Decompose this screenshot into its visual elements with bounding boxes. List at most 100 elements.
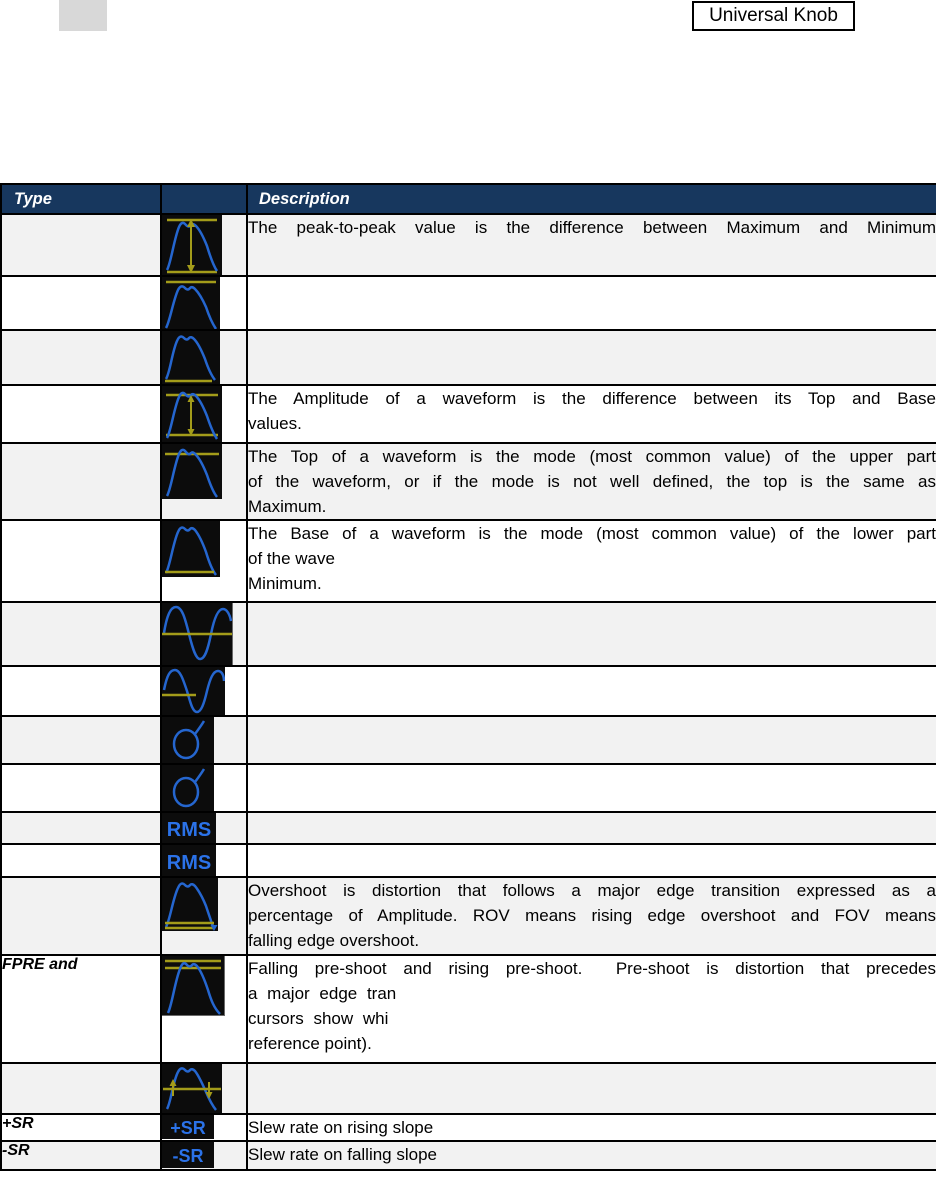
type-cell bbox=[0, 275, 162, 331]
cycle-stdev-sigma-icon bbox=[163, 766, 214, 810]
table-row: The Base of a waveform is the mode (most… bbox=[0, 519, 936, 603]
description-cell bbox=[246, 329, 936, 386]
description-cell: The Base of a waveform is the mode (most… bbox=[246, 519, 936, 603]
table-row: Overshoot is distortion that follows a m… bbox=[0, 876, 936, 956]
svg-text:RMS: RMS bbox=[167, 819, 211, 841]
description-cell bbox=[246, 811, 936, 845]
type-cell: +SR bbox=[0, 1113, 162, 1142]
icon-cell: -SR bbox=[160, 1140, 248, 1171]
description-cell: The Top of a waveform is the mode (most … bbox=[246, 442, 936, 521]
type-cell bbox=[0, 519, 162, 603]
description-cell: Slew rate on falling slope bbox=[246, 1140, 936, 1171]
table-row: FPRE and Falling pre-shoot and rising pr… bbox=[0, 954, 936, 1064]
table-row: RMS bbox=[0, 843, 936, 878]
icon-cell bbox=[160, 275, 248, 331]
universal-knob-label: Universal Knob bbox=[692, 1, 855, 31]
minimum-icon bbox=[163, 332, 220, 383]
base-icon bbox=[163, 522, 220, 577]
plus-slew-rate-icon: +SR bbox=[163, 1116, 214, 1139]
type-cell bbox=[0, 329, 162, 386]
icon-header bbox=[160, 183, 248, 215]
description-cell: The peak-to-peak value is the difference… bbox=[246, 213, 936, 277]
type-cell bbox=[0, 384, 162, 444]
description-cell bbox=[246, 601, 936, 667]
description-cell: Falling pre-shoot and rising pre-shoot. … bbox=[246, 954, 936, 1064]
table-row: The Top of a waveform is the mode (most … bbox=[0, 442, 936, 521]
description-cell bbox=[246, 1062, 936, 1115]
universal-knob-text: Universal Knob bbox=[709, 5, 838, 26]
type-label: +SR bbox=[2, 1115, 34, 1132]
top-icon bbox=[163, 445, 222, 499]
icon-cell bbox=[160, 1062, 248, 1115]
type-cell bbox=[0, 1062, 162, 1115]
cycle-rms-icon: RMS bbox=[163, 846, 216, 875]
icon-cell bbox=[160, 665, 248, 717]
table-row: The peak-to-peak value is the difference… bbox=[0, 213, 936, 277]
type-label: -SR bbox=[2, 1142, 30, 1159]
description-cell bbox=[246, 275, 936, 331]
gray-partial-block bbox=[59, 0, 107, 31]
svg-text:RMS: RMS bbox=[167, 852, 211, 874]
icon-cell bbox=[160, 763, 248, 813]
type-cell: FPRE and bbox=[0, 954, 162, 1064]
type-cell bbox=[0, 213, 162, 277]
description-cell bbox=[246, 843, 936, 878]
icon-cell bbox=[160, 519, 248, 603]
icon-cell bbox=[160, 876, 248, 956]
type-cell bbox=[0, 665, 162, 717]
type-cell bbox=[0, 843, 162, 878]
svg-text:+SR: +SR bbox=[170, 1118, 206, 1138]
preshoot-icon bbox=[163, 957, 225, 1016]
mean-icon bbox=[163, 604, 233, 664]
icon-cell bbox=[160, 213, 248, 277]
description-cell: Slew rate on rising slope bbox=[246, 1113, 936, 1142]
description-cell bbox=[246, 665, 936, 717]
icon-cell: RMS bbox=[160, 843, 248, 878]
description-cell bbox=[246, 715, 936, 765]
description-cell: The Amplitude of a waveform is the diffe… bbox=[246, 384, 936, 444]
overshoot-icon bbox=[163, 879, 218, 931]
table-row bbox=[0, 763, 936, 813]
description-cell: Overshoot is distortion that follows a m… bbox=[246, 876, 936, 956]
svg-text:-SR: -SR bbox=[173, 1146, 204, 1166]
type-cell bbox=[0, 601, 162, 667]
description-cell bbox=[246, 763, 936, 813]
table-row: -SR -SR Slew rate on falling slope bbox=[0, 1140, 936, 1171]
peak-to-peak-icon bbox=[163, 216, 222, 274]
table-row bbox=[0, 715, 936, 765]
table-row bbox=[0, 275, 936, 331]
type-header: Type bbox=[0, 183, 162, 215]
minus-slew-rate-icon: -SR bbox=[163, 1143, 214, 1168]
table-row bbox=[0, 1062, 936, 1115]
icon-cell bbox=[160, 954, 248, 1064]
level-crossing-icon bbox=[163, 1065, 222, 1112]
maximum-icon bbox=[163, 278, 220, 328]
icon-cell bbox=[160, 442, 248, 521]
icon-cell: +SR bbox=[160, 1113, 248, 1142]
type-cell bbox=[0, 763, 162, 813]
type-cell bbox=[0, 876, 162, 956]
cycle-mean-icon bbox=[163, 668, 225, 714]
table-row: The Amplitude of a waveform is the diffe… bbox=[0, 384, 936, 444]
rms-icon: RMS bbox=[163, 814, 216, 842]
table-row: +SR +SR Slew rate on rising slope bbox=[0, 1113, 936, 1142]
table-row bbox=[0, 601, 936, 667]
table-row bbox=[0, 665, 936, 717]
icon-cell bbox=[160, 384, 248, 444]
measurement-table: Type Description The peak-to-peak value … bbox=[0, 183, 936, 1171]
table-row bbox=[0, 329, 936, 386]
table-row: RMS bbox=[0, 811, 936, 845]
icon-cell: RMS bbox=[160, 811, 248, 845]
type-cell: -SR bbox=[0, 1140, 162, 1171]
stdev-sigma-icon bbox=[163, 718, 214, 762]
type-cell bbox=[0, 811, 162, 845]
type-cell bbox=[0, 442, 162, 521]
table-header-row: Type Description bbox=[0, 183, 936, 215]
icon-cell bbox=[160, 601, 248, 667]
type-cell bbox=[0, 715, 162, 765]
icon-cell bbox=[160, 715, 248, 765]
type-label: FPRE and bbox=[2, 956, 78, 973]
icon-cell bbox=[160, 329, 248, 386]
description-header: Description bbox=[246, 183, 936, 215]
